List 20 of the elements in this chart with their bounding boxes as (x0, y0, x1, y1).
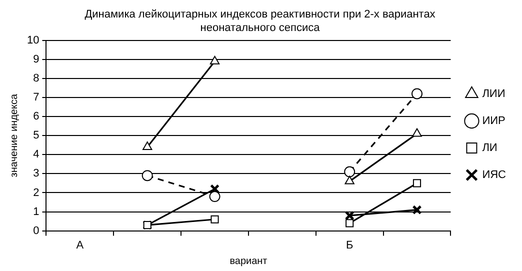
y-tick-label: 10 (26, 34, 40, 46)
y-tick-label: 7 (33, 92, 40, 104)
y-tick-label: 5 (33, 130, 40, 142)
y-axis-title: значение индекса (8, 94, 20, 178)
y-tick-label: 9 (33, 53, 40, 66)
legend-label: ИИР (482, 115, 506, 128)
x-tick-label: Б (346, 239, 354, 252)
y-tick-label: 8 (33, 72, 40, 85)
legend-label: ЛИИ (482, 88, 506, 100)
y-tick-label: 1 (33, 206, 40, 218)
y-tick-label: 6 (33, 110, 40, 123)
x-axis-title: вариант (230, 256, 268, 267)
y-tick-label: 0 (33, 224, 40, 237)
y-tick-label: 4 (33, 148, 40, 161)
legend-label: ЛИ (482, 142, 498, 154)
y-tick-label: 2 (33, 186, 40, 199)
chart-title: Динамика лейкоцитарных индексов реактивности при 2-х вариантах неонатального сепсиса (84, 8, 436, 34)
x-tick-label: А (76, 239, 84, 252)
legend-label: ИЯС (482, 169, 506, 182)
y-tick-label: 3 (33, 168, 40, 180)
